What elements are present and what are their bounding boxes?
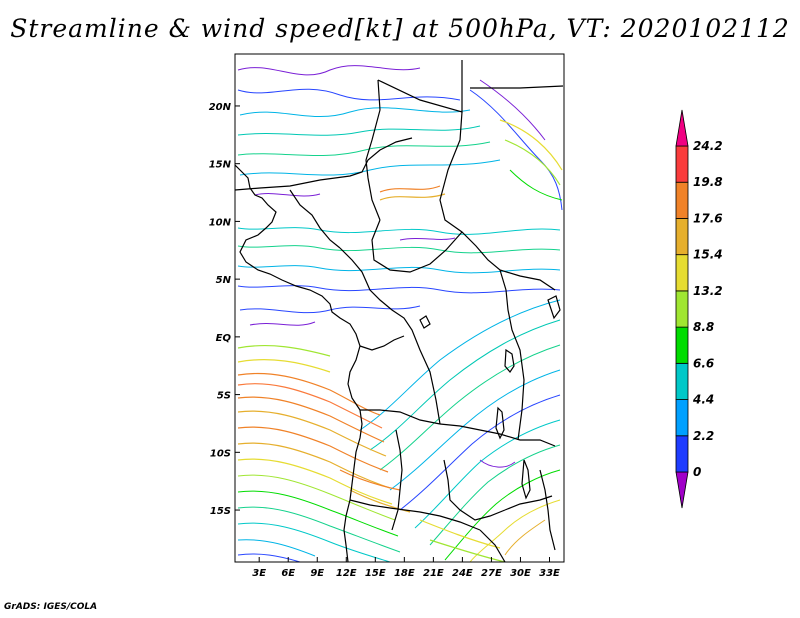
streamline-field (237, 65, 563, 562)
colorbar-swatch (675, 435, 689, 473)
lat-tick-label: 5N (216, 275, 232, 286)
colorbar-label: 17.6 (693, 211, 723, 225)
colorbar-label: 13.2 (693, 284, 723, 298)
lat-tick-label: 15S (210, 506, 231, 517)
latitude-axis: 20N 15N 10N 5N EQ 5S 10S 15S (209, 102, 240, 517)
country-borders (235, 60, 564, 562)
colorbar-label: 19.8 (693, 175, 723, 189)
lon-tick-label: 15E (365, 568, 386, 579)
colorbar-min-triangle (675, 471, 689, 509)
colorbar-swatch (675, 145, 689, 183)
colorbar-label: 24.2 (693, 139, 723, 153)
lat-tick-label: 10N (209, 217, 232, 228)
colorbar-label: 6.6 (693, 356, 714, 370)
lon-tick-label: 33E (539, 568, 560, 579)
lat-tick-label: EQ (216, 333, 232, 344)
colorbar-label: 0 (693, 465, 701, 479)
lat-tick-label: 20N (209, 102, 232, 113)
lon-tick-label: 6E (281, 568, 295, 579)
lon-tick-label: 12E (336, 568, 357, 579)
colorbar-max-triangle (675, 109, 689, 147)
colorbar-swatch (675, 218, 689, 256)
lon-tick-label: 21E (423, 568, 444, 579)
lat-tick-label: 15N (209, 160, 232, 171)
footer-credit: GrADS: IGES/COLA (4, 602, 98, 612)
lon-tick-label: 18E (394, 568, 415, 579)
colorbar-swatch (675, 290, 689, 328)
colorbar: 24.2 19.8 17.6 15.4 13.2 8.8 6.6 4.4 2.2 0 (675, 109, 723, 509)
colorbar-swatch (675, 399, 689, 437)
lon-tick-label: 9E (310, 568, 324, 579)
colorbar-label: 4.4 (692, 393, 714, 407)
lat-tick-label: 10S (210, 448, 231, 459)
longitude-axis: 3E 6E 9E 12E 15E 18E 21E 24E 27E 30E 33E (252, 557, 560, 579)
lon-tick-label: 24E (452, 568, 473, 579)
colorbar-swatch (675, 254, 689, 292)
chart-title: Streamline & wind speed[kt] at 500hPa, V… (10, 14, 790, 43)
colorbar-swatch (675, 181, 689, 219)
colorbar-label: 8.8 (693, 320, 714, 334)
lon-tick-label: 27E (481, 568, 502, 579)
colorbar-swatch (675, 362, 689, 400)
colorbar-label: 2.2 (693, 429, 714, 443)
lat-tick-label: 5S (217, 391, 231, 402)
colorbar-label: 15.4 (693, 248, 723, 262)
colorbar-swatch (675, 326, 689, 364)
lon-tick-label: 3E (252, 568, 266, 579)
map-frame (234, 53, 565, 563)
lon-tick-label: 30E (510, 568, 531, 579)
